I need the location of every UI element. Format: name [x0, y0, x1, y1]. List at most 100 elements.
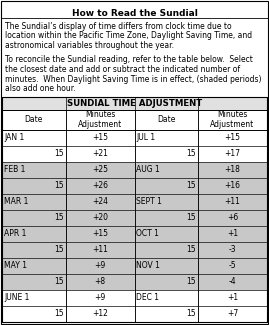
Bar	[2, 97, 267, 322]
Text: FEB 1: FEB 1	[4, 165, 25, 174]
Bar	[2, 242, 66, 258]
Bar	[198, 129, 267, 146]
Bar	[2, 97, 267, 110]
Text: How to Read the Sundial: How to Read the Sundial	[72, 9, 197, 18]
Bar	[134, 194, 198, 210]
Text: +25: +25	[92, 165, 108, 174]
Text: MAY 1: MAY 1	[4, 261, 27, 270]
Text: JAN 1: JAN 1	[4, 133, 24, 142]
Bar	[66, 210, 134, 226]
Text: 15: 15	[54, 278, 63, 286]
Text: DEC 1: DEC 1	[136, 293, 160, 303]
Bar	[198, 306, 267, 322]
Bar	[134, 306, 198, 322]
Text: -4: -4	[229, 278, 236, 286]
Text: the closest date and add or subtract the indicated number of: the closest date and add or subtract the…	[5, 65, 240, 74]
Text: 15: 15	[186, 149, 196, 158]
Bar	[2, 162, 66, 178]
Text: AUG 1: AUG 1	[136, 165, 160, 174]
Bar	[66, 242, 134, 258]
Bar	[198, 194, 267, 210]
Bar	[198, 290, 267, 306]
Bar	[66, 178, 134, 194]
Bar	[198, 162, 267, 178]
Text: +17: +17	[225, 149, 240, 158]
Text: NOV 1: NOV 1	[136, 261, 160, 270]
Text: 15: 15	[186, 245, 196, 254]
Bar	[198, 146, 267, 162]
Bar	[2, 258, 66, 274]
Text: +1: +1	[227, 229, 238, 238]
Text: SEPT 1: SEPT 1	[136, 197, 162, 206]
Bar	[198, 210, 267, 226]
Bar	[198, 242, 267, 258]
Text: 15: 15	[54, 309, 63, 318]
Text: 15: 15	[54, 149, 63, 158]
Bar	[134, 162, 198, 178]
Text: 15: 15	[186, 213, 196, 222]
Text: 15: 15	[54, 213, 63, 222]
Bar	[198, 274, 267, 290]
Text: Minutes
Adjustment: Minutes Adjustment	[210, 110, 255, 129]
Text: -5: -5	[229, 261, 236, 270]
Bar	[134, 178, 198, 194]
Bar	[134, 129, 198, 146]
Bar	[2, 194, 66, 210]
Bar	[66, 146, 134, 162]
Text: also add one hour.: also add one hour.	[5, 84, 76, 93]
Text: +26: +26	[92, 181, 108, 190]
Bar	[2, 178, 66, 194]
Text: 15: 15	[186, 278, 196, 286]
Text: +16: +16	[225, 181, 240, 190]
Text: -3: -3	[229, 245, 236, 254]
Text: +7: +7	[227, 309, 238, 318]
Bar	[66, 129, 134, 146]
Bar	[66, 162, 134, 178]
Text: 15: 15	[54, 245, 63, 254]
Text: location within the Pacific Time Zone, Daylight Saving Time, and: location within the Pacific Time Zone, D…	[5, 32, 252, 41]
Text: 15: 15	[186, 309, 196, 318]
Bar	[66, 290, 134, 306]
Text: +18: +18	[225, 165, 240, 174]
Bar	[134, 274, 198, 290]
Bar	[198, 178, 267, 194]
Text: JUNE 1: JUNE 1	[4, 293, 29, 303]
Text: +15: +15	[92, 133, 108, 142]
Text: OCT 1: OCT 1	[136, 229, 159, 238]
Bar	[2, 290, 66, 306]
Text: +6: +6	[227, 213, 238, 222]
Bar	[2, 146, 66, 162]
Text: Date: Date	[157, 115, 175, 124]
Text: +8: +8	[94, 278, 106, 286]
Text: The Sundial’s display of time differs from clock time due to: The Sundial’s display of time differs fr…	[5, 22, 232, 31]
Bar	[2, 210, 66, 226]
Text: APR 1: APR 1	[4, 229, 26, 238]
Bar	[66, 226, 134, 242]
Text: Minutes
Adjustment: Minutes Adjustment	[78, 110, 122, 129]
Bar	[134, 210, 198, 226]
Text: Date: Date	[24, 115, 43, 124]
Bar	[66, 194, 134, 210]
Text: +11: +11	[225, 197, 240, 206]
Bar	[134, 242, 198, 258]
Text: astronomical variables throughout the year.: astronomical variables throughout the ye…	[5, 41, 174, 50]
Text: To reconcile the Sundial reading, refer to the table below.  Select: To reconcile the Sundial reading, refer …	[5, 56, 253, 64]
Text: 15: 15	[186, 181, 196, 190]
Bar	[2, 110, 267, 129]
Text: +21: +21	[92, 149, 108, 158]
Bar	[2, 129, 66, 146]
Text: +12: +12	[92, 309, 108, 318]
Text: JUL 1: JUL 1	[136, 133, 156, 142]
Bar	[66, 306, 134, 322]
Bar	[2, 306, 66, 322]
Text: +24: +24	[92, 197, 108, 206]
Text: +1: +1	[227, 293, 238, 303]
Text: MAR 1: MAR 1	[4, 197, 28, 206]
Text: +15: +15	[92, 229, 108, 238]
Bar	[2, 274, 66, 290]
Bar	[134, 146, 198, 162]
Text: +9: +9	[94, 293, 106, 303]
Bar	[134, 258, 198, 274]
Bar	[134, 226, 198, 242]
Text: +9: +9	[94, 261, 106, 270]
